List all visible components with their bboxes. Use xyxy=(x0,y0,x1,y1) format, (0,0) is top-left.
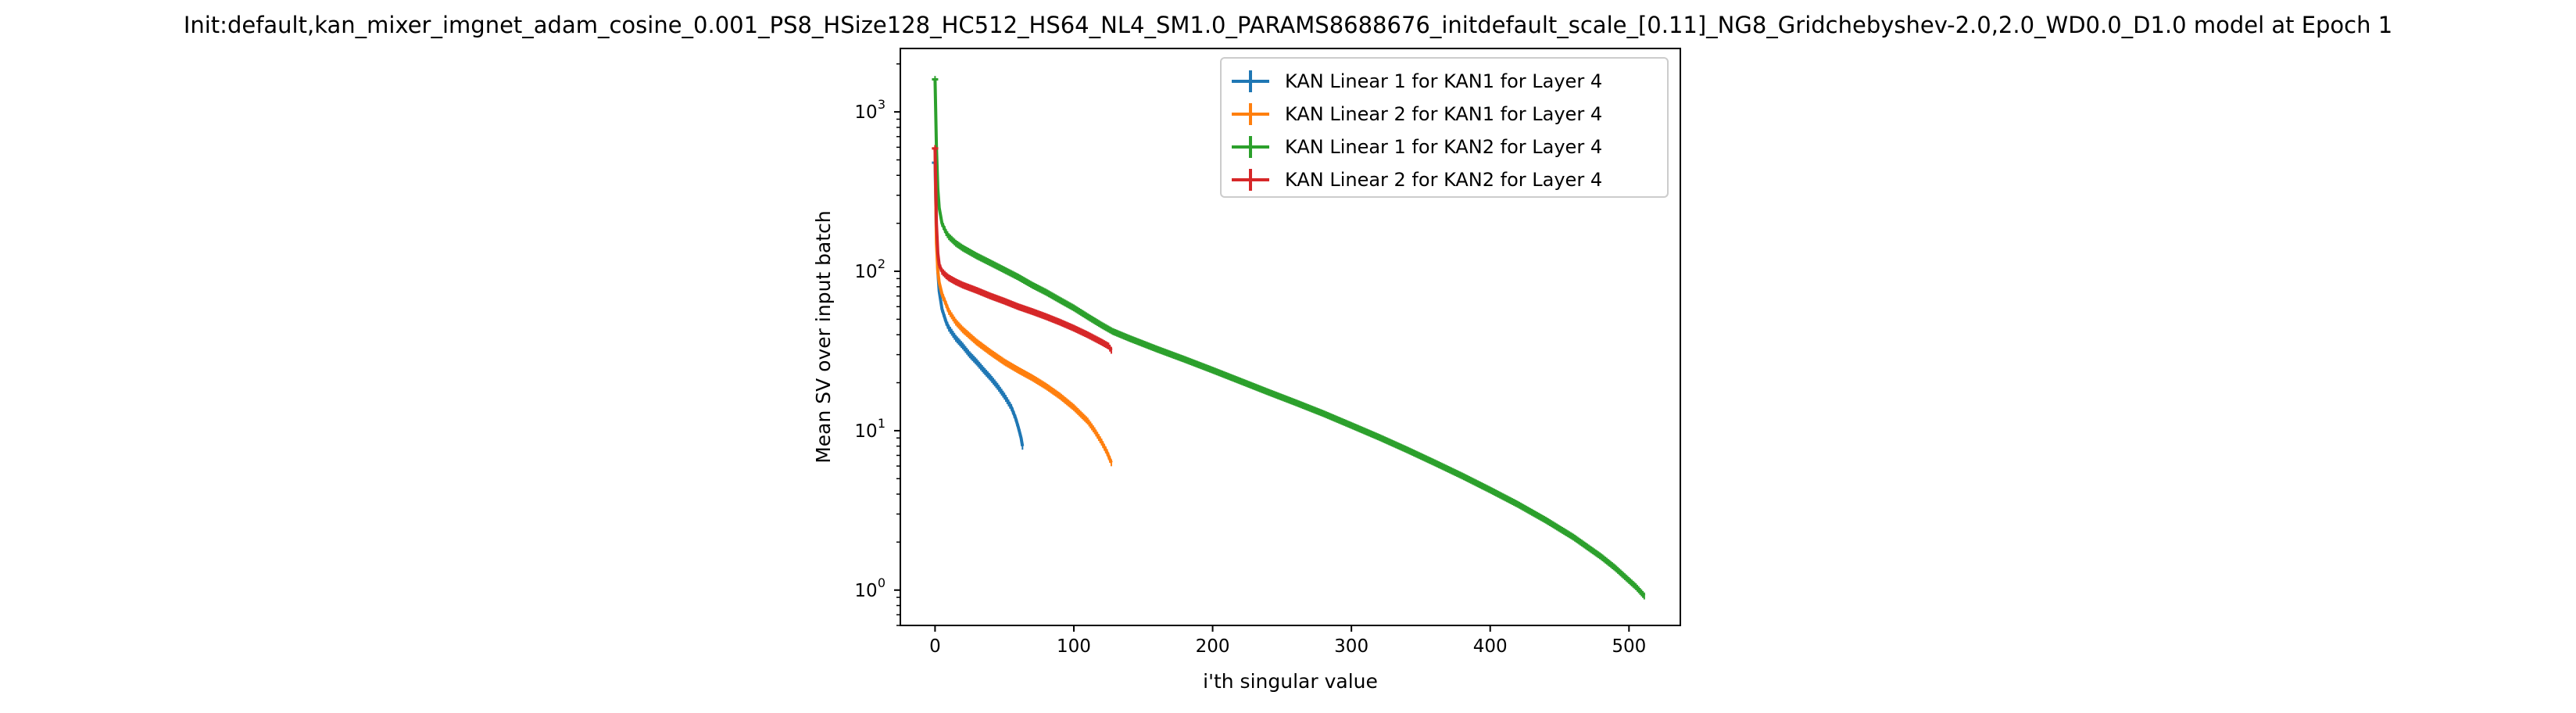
series-2-line xyxy=(933,148,1113,464)
x-axis-ticks: 0 100 200 300 400 500 xyxy=(929,625,1646,657)
series-1-line xyxy=(933,163,1025,446)
x-tick-label: 100 xyxy=(1057,636,1091,657)
plot-area xyxy=(932,76,1646,600)
legend-label: KAN Linear 1 for KAN2 for Layer 4 xyxy=(1285,136,1602,158)
x-tick-label: 400 xyxy=(1473,636,1508,657)
series-4-line xyxy=(933,148,1113,352)
y-tick-label: 10 xyxy=(854,262,877,282)
legend-label: KAN Linear 1 for KAN1 for Layer 4 xyxy=(1285,70,1602,92)
y-tick-label: 10 xyxy=(854,581,877,601)
x-axis-label: i'th singular value xyxy=(1203,670,1378,693)
legend-item-4: KAN Linear 2 for KAN2 for Layer 4 xyxy=(1232,169,1602,191)
x-tick-label: 300 xyxy=(1334,636,1368,657)
series-1 xyxy=(932,159,1025,450)
legend-box xyxy=(1220,57,1669,198)
y-tick-exponent: 0 xyxy=(878,575,886,590)
axes xyxy=(900,48,1681,626)
legend-label: KAN Linear 2 for KAN2 for Layer 4 xyxy=(1285,169,1602,191)
x-tick-label: 500 xyxy=(1612,636,1646,657)
series-2 xyxy=(932,145,1113,467)
y-tick-exponent: 1 xyxy=(878,416,886,431)
legend-item-2: KAN Linear 2 for KAN1 for Layer 4 xyxy=(1232,103,1602,125)
legend-item-1: KAN Linear 1 for KAN1 for Layer 4 xyxy=(1232,70,1602,92)
y-axis-label: Mean SV over input batch xyxy=(812,210,835,464)
x-tick-label: 200 xyxy=(1196,636,1230,657)
legend-item-3: KAN Linear 1 for KAN2 for Layer 4 xyxy=(1232,136,1602,158)
x-tick-label: 0 xyxy=(929,636,941,657)
legend: KAN Linear 1 for KAN1 for Layer 4 KAN Lin… xyxy=(1220,57,1669,198)
series-3 xyxy=(932,76,1646,600)
y-tick-exponent: 2 xyxy=(878,256,886,271)
y-tick-label: 10 xyxy=(854,102,877,123)
series-3-line xyxy=(933,79,1646,597)
plot-frame xyxy=(900,48,1681,626)
chart-title: Init:default,kan_mixer_imgnet_adam_cosin… xyxy=(184,12,2392,38)
series-4 xyxy=(932,145,1113,354)
y-tick-exponent: 3 xyxy=(878,97,886,112)
legend-label: KAN Linear 2 for KAN1 for Layer 4 xyxy=(1285,103,1602,125)
y-tick-label: 10 xyxy=(854,421,877,442)
